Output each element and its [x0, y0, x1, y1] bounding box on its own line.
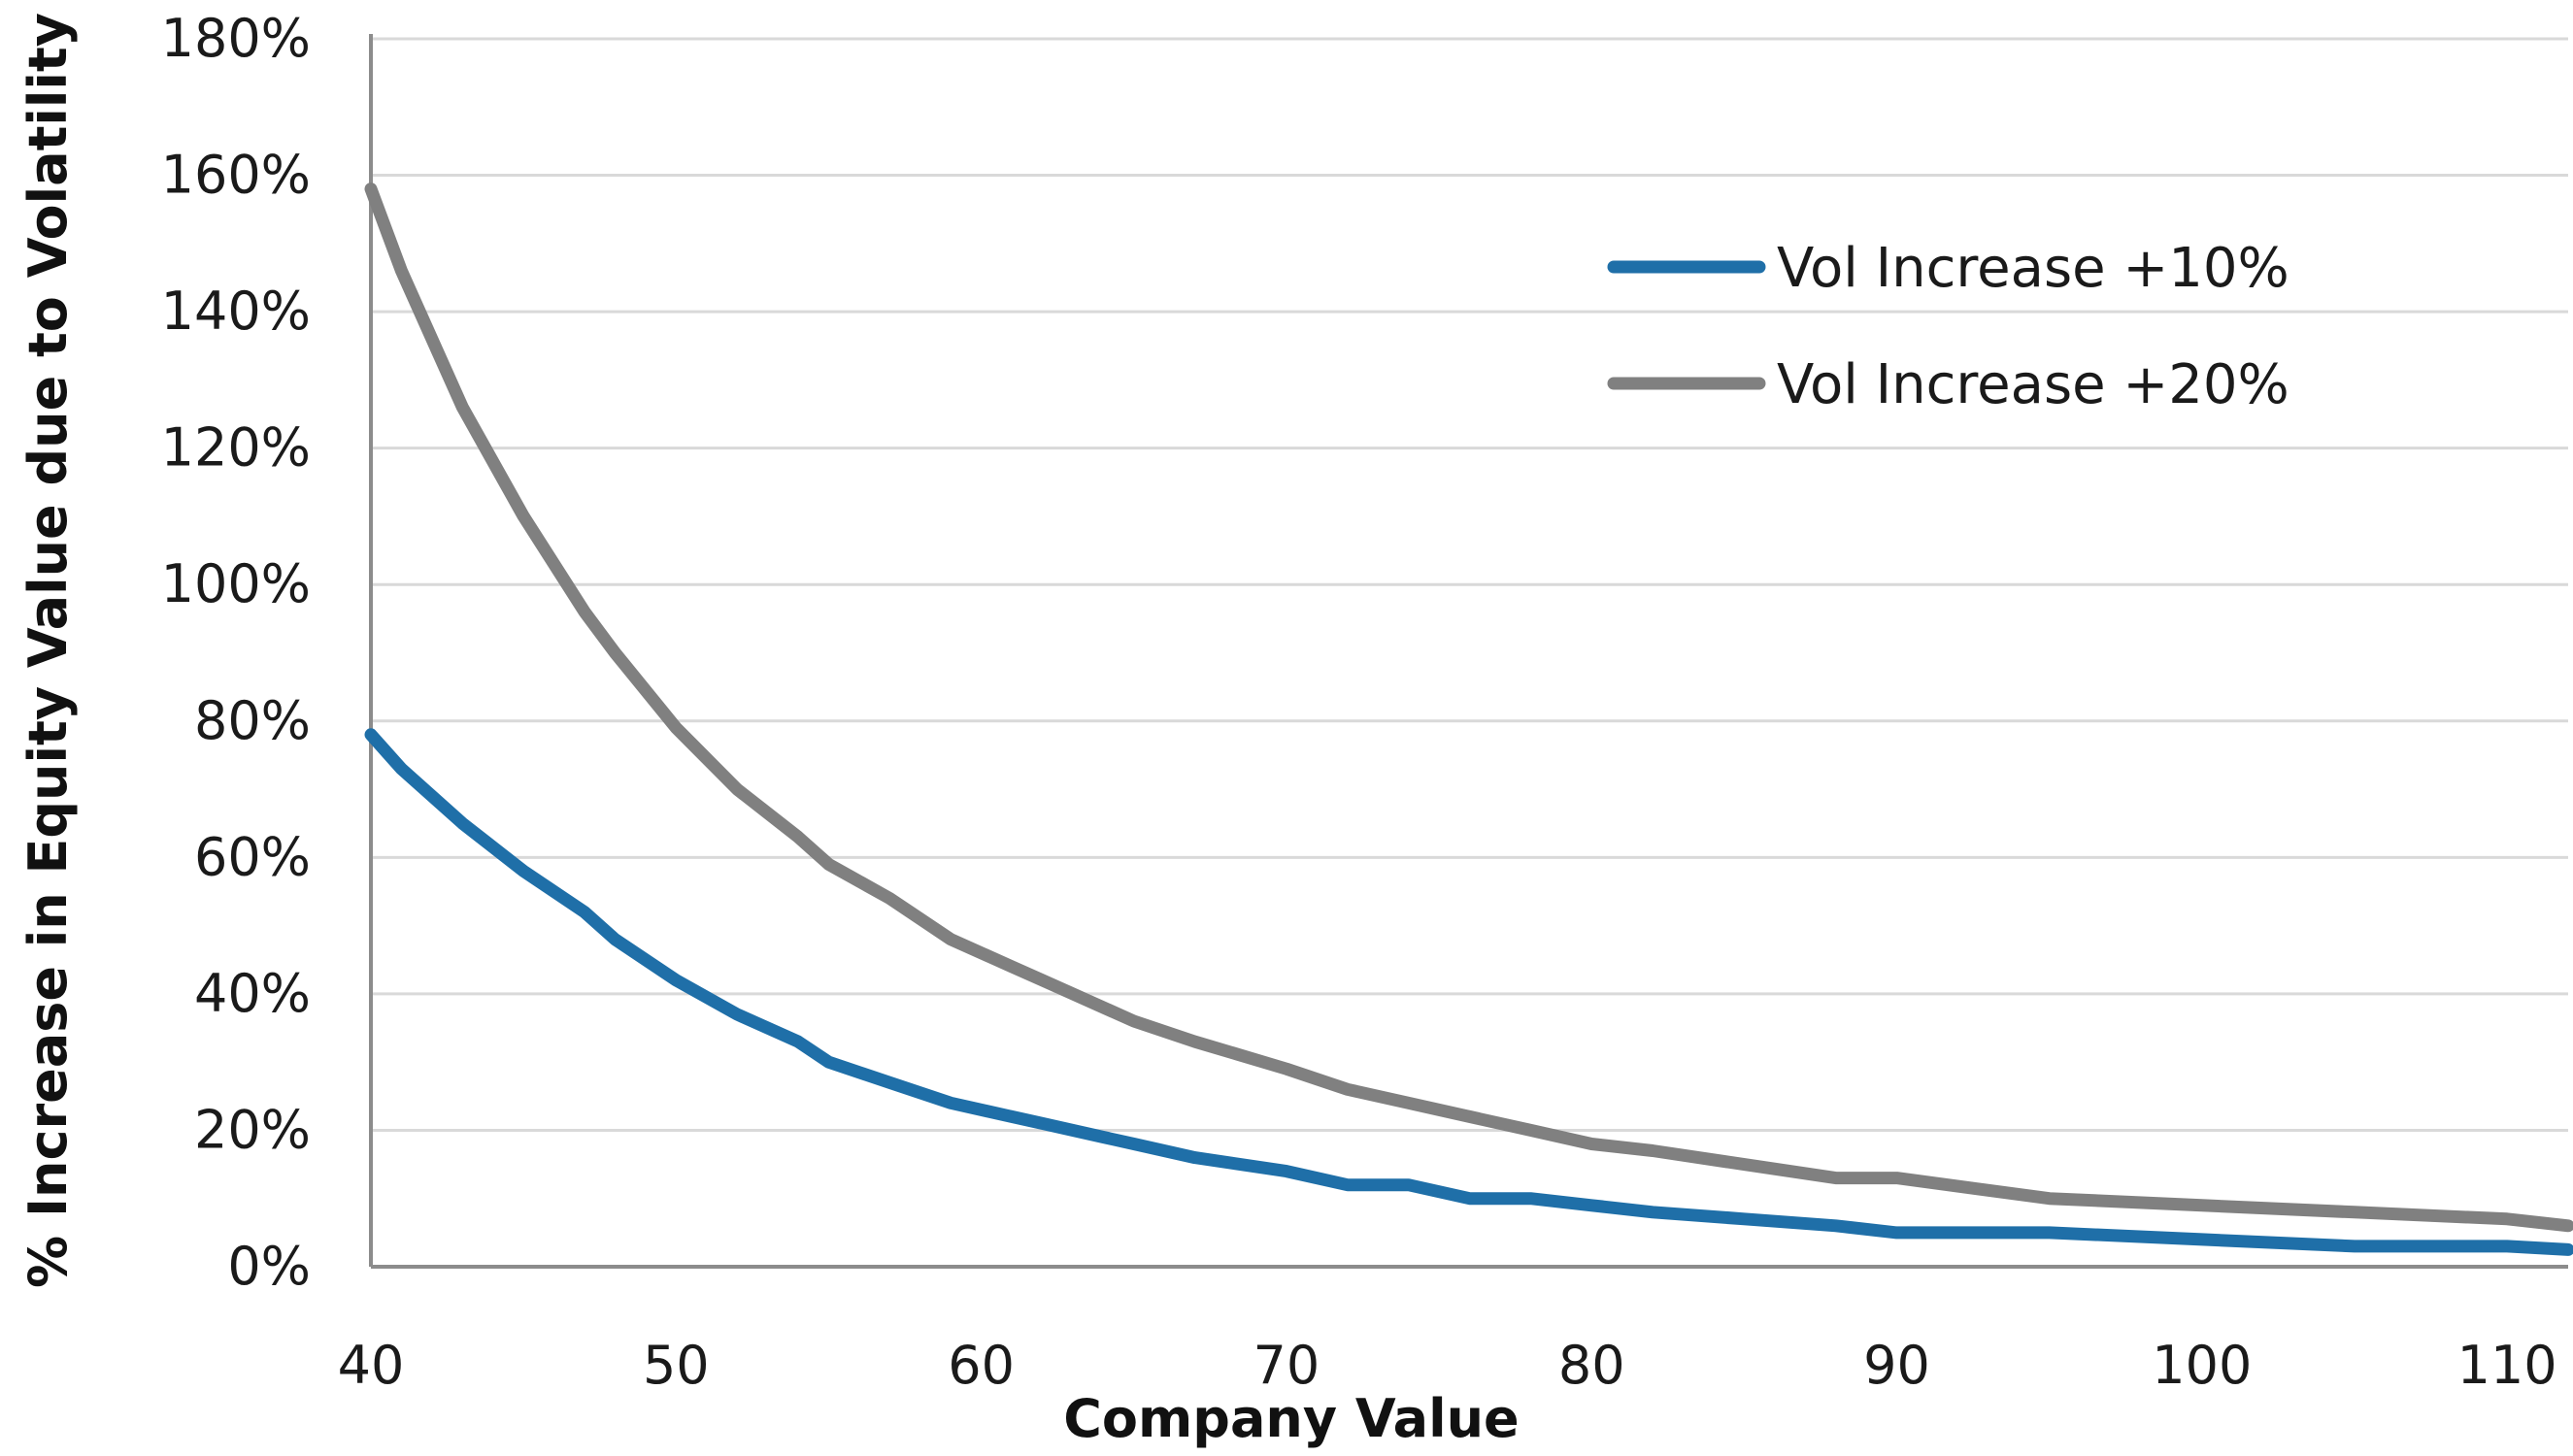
x-tick-label: 40 [338, 1335, 405, 1396]
x-tick-label: 90 [1863, 1335, 1930, 1396]
y-tick-label: 140% [161, 281, 311, 342]
gridlines [371, 37, 2568, 1132]
axes [369, 34, 2568, 1269]
y-tick-label: 0% [227, 1236, 311, 1297]
series-lines [364, 182, 2573, 1256]
x-axis-title: Company Value [1063, 1388, 1519, 1449]
x-tick-label: 110 [2457, 1335, 2557, 1396]
x-tick-label: 70 [1253, 1335, 1320, 1396]
x-tick-label: 100 [2152, 1335, 2252, 1396]
y-tick-label: 180% [161, 8, 311, 69]
y-tick-label: 60% [194, 826, 311, 887]
x-tick-label: 80 [1558, 1335, 1625, 1396]
series-line-vol-10 [364, 728, 2573, 1256]
x-tick-label: 50 [643, 1335, 710, 1396]
tick-labels: 0% 20% 40% 60% 80% 100% 120% 140% 160% 180% 40 50 60… [161, 8, 2557, 1396]
y-tick-label: 40% [194, 963, 311, 1024]
y-tick-label: 100% [161, 553, 311, 614]
x-tick-label: 60 [948, 1335, 1015, 1396]
series-line-vol-20 [364, 182, 2573, 1233]
y-tick-label: 120% [161, 417, 311, 479]
y-tick-label: 20% [194, 1099, 311, 1160]
legend: Vol Increase +10% Vol Increase +20% [1607, 237, 2289, 416]
y-tick-label: 80% [194, 690, 311, 751]
y-axis-title: % Increase in Equity Value due to Volati… [17, 13, 79, 1288]
legend-label-vol-20: Vol Increase +20% [1777, 353, 2289, 416]
legend-label-vol-10: Vol Increase +10% [1777, 237, 2289, 300]
y-tick-label: 160% [161, 145, 311, 206]
